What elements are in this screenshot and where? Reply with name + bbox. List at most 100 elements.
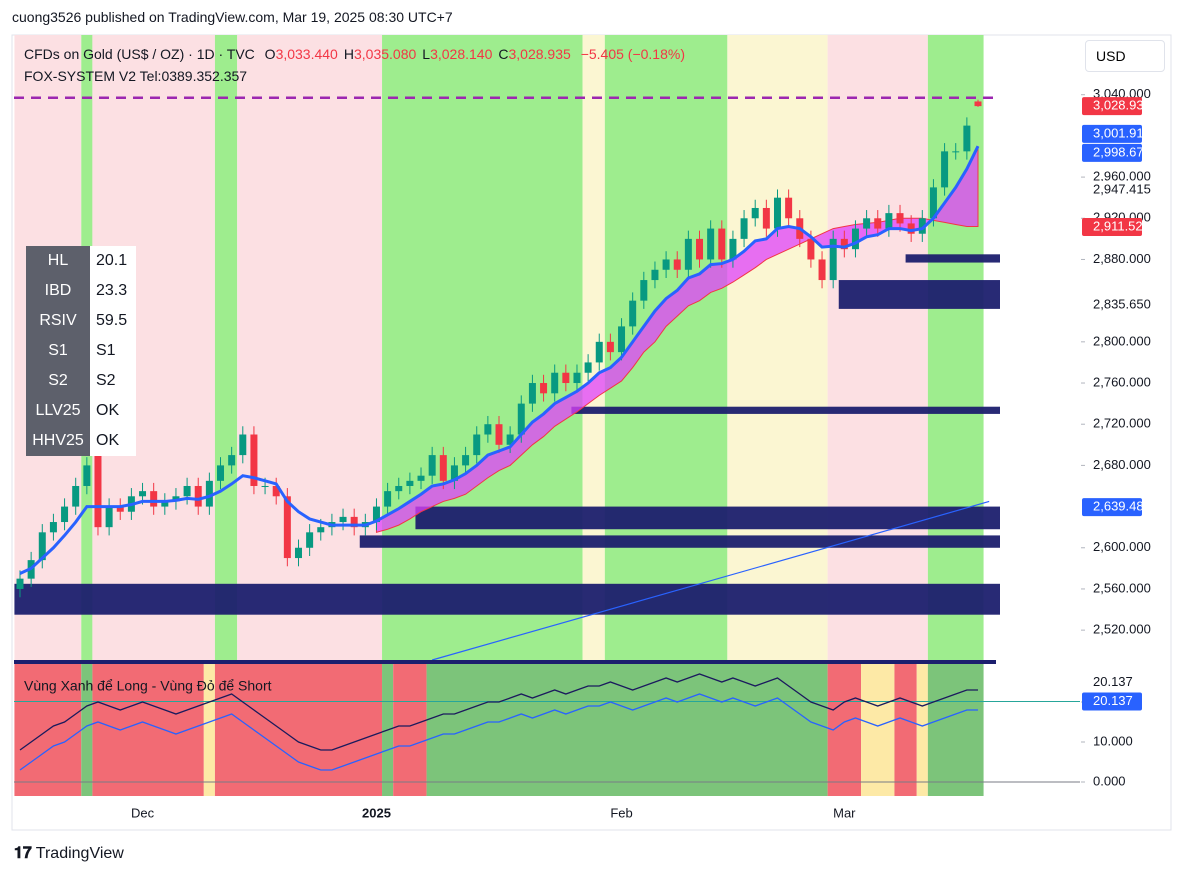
candle-body (974, 101, 982, 107)
candle-body (272, 485, 280, 497)
candle-body (807, 238, 815, 260)
long-ma (431, 500, 990, 661)
candle-body (83, 465, 91, 486)
candle-body (707, 228, 715, 260)
candle-body (573, 372, 581, 384)
candle-body (595, 341, 603, 363)
candle-body (551, 372, 559, 394)
candle-body (495, 424, 503, 445)
info-row: S2 S2 (26, 366, 136, 396)
price-label: 2,639.480 (1093, 499, 1151, 514)
candle-body (673, 259, 681, 270)
candle-body (72, 485, 80, 507)
indicator-name: FOX-SYSTEM V2 Tel:0389.352.357 (24, 68, 248, 84)
zone (916, 664, 928, 796)
y-tick-label: 2,960.000 (1093, 169, 1151, 184)
osc-line (19, 673, 978, 751)
candle-body (395, 485, 403, 492)
candle-body (684, 238, 692, 270)
info-value: 23.3 (90, 276, 136, 306)
candle-body (250, 434, 258, 486)
candle-body (94, 429, 102, 528)
oscillator-pane (14, 664, 1080, 796)
candle-body (116, 506, 124, 512)
candle-body (640, 280, 648, 301)
candle-body (317, 527, 325, 533)
support-zone (415, 506, 1000, 530)
support-zone (571, 406, 1000, 414)
zone (214, 35, 238, 660)
y-tick-label: 10.000 (1093, 733, 1133, 748)
zone (203, 664, 215, 796)
change: −5.405 (−0.18%) (580, 46, 685, 62)
candle-body (205, 480, 213, 507)
x-tick-label: 2025 (362, 805, 391, 820)
candle-body (606, 341, 614, 353)
y-tick-label: 2,600.000 (1093, 539, 1151, 554)
price-label-box (1082, 673, 1142, 692)
info-key: S1 (26, 336, 90, 366)
zone (426, 664, 828, 796)
info-key: S2 (26, 366, 90, 396)
price-label-box (1082, 97, 1142, 116)
candle-body (896, 213, 904, 224)
candle-body (729, 238, 737, 260)
candle-body (662, 259, 670, 270)
candle-body (384, 491, 392, 507)
candle-body (506, 434, 514, 445)
candle-body (350, 516, 358, 528)
candle-body (283, 496, 291, 559)
candle-body (217, 465, 225, 481)
candle-body (439, 455, 447, 481)
support-zone (359, 535, 1000, 548)
price-label-box (1082, 124, 1142, 143)
zone (861, 664, 895, 796)
candle-body (740, 218, 748, 239)
info-key: IBD (26, 276, 90, 306)
price-label: 2,998.673 (1093, 144, 1151, 159)
candle-body (239, 434, 247, 456)
candle-body (651, 269, 659, 281)
y-tick-label: 2,800.000 (1093, 333, 1151, 348)
ohlc-value: 3,035.080 (353, 46, 417, 62)
price-label: 3,028.935 (1093, 98, 1151, 113)
candle-body (16, 578, 24, 589)
info-value: S1 (90, 336, 136, 366)
info-row: HL 20.1 (26, 246, 136, 276)
candle-body (428, 455, 436, 476)
candle-body (261, 485, 269, 487)
x-tick-label: Dec (131, 805, 155, 820)
currency-button[interactable]: USD (1085, 40, 1165, 72)
ohlc-value: 3,028.140 (430, 46, 493, 62)
candle-body (306, 532, 314, 548)
candle-body (952, 151, 960, 153)
candle-body (540, 383, 548, 394)
zone (81, 664, 93, 796)
ema-line (19, 145, 980, 575)
candle-body (372, 506, 380, 523)
price-pane (14, 35, 1000, 661)
candle-body (183, 485, 191, 497)
zone (237, 35, 383, 660)
info-row: IBD 23.3 (26, 276, 136, 306)
price-label: 2,835.650 (1093, 297, 1151, 312)
price-label: 20.137 (1093, 674, 1133, 689)
candle-body (473, 434, 481, 456)
ohlc-key: L (422, 46, 431, 62)
ohlc-key: O (264, 46, 276, 62)
candle-body (562, 372, 570, 384)
zone (393, 664, 427, 796)
zone (214, 664, 383, 796)
ohlc: O3,033.440 H3,035.080 L3,028.140 C3,028.935 (259, 46, 571, 62)
candle-body (762, 207, 770, 229)
candle-body (773, 197, 781, 229)
candle-body (417, 475, 425, 481)
candle-body (61, 506, 69, 523)
zone (827, 35, 928, 660)
x-tick-label: Mar (833, 805, 856, 820)
ohlc-value: 3,033.440 (275, 46, 338, 62)
symbol-title: CFDs on Gold (US$ / OZ) · 1D · TVC (24, 46, 255, 62)
ohlc-key: C (498, 46, 509, 62)
candle-body (517, 403, 525, 435)
candle-body (963, 125, 971, 152)
